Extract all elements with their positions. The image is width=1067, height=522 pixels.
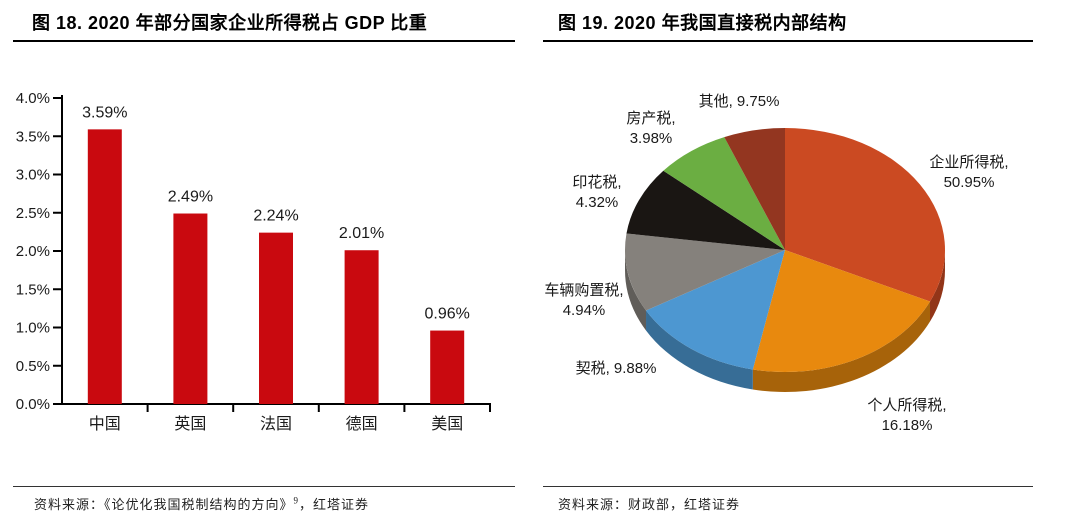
figure-19-panel: 图 19. 2020 年我国直接税内部结构 企业所得税, 50.95% 个人所得税,…	[533, 0, 1067, 522]
bar-usa	[430, 330, 465, 404]
source-text-prefix: 资料来源：《论优化我国税制结构的方向》	[34, 497, 294, 512]
figure-19-title-rule	[543, 40, 1033, 42]
y-axis-label: 3.5%	[16, 128, 50, 145]
pie-slice-other	[724, 128, 785, 250]
pie-slice-side-vehicle-purchase-tax	[625, 250, 647, 331]
y-axis-label: 4.0%	[16, 90, 50, 107]
figure-18-panel: 图 18. 2020 年部分国家企业所得税占 GDP 比重 0.0% 0.5% 1.…	[0, 0, 533, 522]
figure-18-title-rule	[13, 40, 515, 42]
bar-value-label: 2.01%	[339, 225, 384, 242]
figure-19-source: 资料来源：财政部，红塔证券	[558, 497, 741, 512]
y-axis-label: 0.5%	[16, 358, 50, 375]
source-text-suffix: ，红塔证券	[299, 497, 370, 512]
y-axis-label: 2.5%	[16, 205, 50, 222]
bar-value-label: 0.96%	[425, 306, 470, 323]
source-footnote-number: 9	[293, 495, 300, 506]
figure-18-title: 图 18. 2020 年部分国家企业所得税占 GDP 比重	[32, 13, 428, 33]
bar-value-label: 2.49%	[168, 189, 213, 206]
pie-label-vehicle-purchase-tax: 车辆购置税, 4.94%	[544, 282, 623, 319]
x-category-label: 英国	[174, 415, 206, 433]
pie-label-personal-income-tax: 个人所得税, 16.18%	[867, 397, 946, 434]
y-axis-label: 1.0%	[16, 320, 50, 337]
y-axis-label: 2.0%	[16, 243, 50, 260]
bar-value-label: 2.24%	[253, 208, 298, 225]
bar-value-label: 3.59%	[82, 104, 127, 121]
pie-slice-corporate-income-tax	[785, 128, 945, 302]
pie-label-property-tax: 房产税, 3.98%	[626, 110, 675, 147]
bar-germany	[344, 250, 379, 404]
pie-slice-property-tax	[663, 137, 785, 250]
x-category-label: 法国	[260, 415, 292, 433]
pie-slice-side-personal-income-tax	[752, 301, 931, 392]
bar-france	[259, 232, 293, 404]
figure-18-source-rule	[13, 486, 515, 487]
pie-slice-vehicle-purchase-tax	[625, 233, 785, 311]
pie-slice-side-deed-tax	[646, 310, 753, 390]
figure-18-source: 资料来源：《论优化我国税制结构的方向》9，红塔证券	[34, 494, 369, 513]
figure-19-title: 图 19. 2020 年我国直接税内部结构	[558, 13, 847, 33]
pie-slice-side-corporate-income-tax	[930, 250, 945, 322]
bar-uk	[173, 213, 208, 404]
pie-slice-deed-tax	[646, 250, 785, 370]
pie-label-deed-tax: 契税, 9.88%	[576, 360, 657, 377]
x-category-label: 中国	[89, 415, 121, 433]
figure-19-source-rule	[543, 486, 1033, 487]
x-category-label: 德国	[346, 415, 378, 433]
bar-chart: 0.0% 0.5% 1.0% 1.5% 2.0% 2.5% 3.0% 3.5% 4.0% 3.59…	[16, 90, 491, 433]
x-category-label: 美国	[431, 415, 463, 433]
pie-label-corporate-income-tax: 企业所得税, 50.95%	[929, 153, 1008, 191]
pie-slice-stamp-tax	[626, 170, 785, 250]
y-axis-label: 0.0%	[16, 396, 50, 413]
pie-label-stamp-tax: 印花税, 4.32%	[572, 174, 621, 211]
y-axis-label: 1.5%	[16, 281, 50, 298]
bar-china	[87, 129, 122, 404]
pie-slice-personal-income-tax	[752, 250, 931, 372]
y-axis-label: 3.0%	[16, 167, 50, 184]
pie-chart: 企业所得税, 50.95% 个人所得税, 16.18% 契税, 9.88% 车辆购置税, 4…	[544, 93, 1008, 434]
pie-label-other: 其他, 9.75%	[699, 93, 780, 110]
